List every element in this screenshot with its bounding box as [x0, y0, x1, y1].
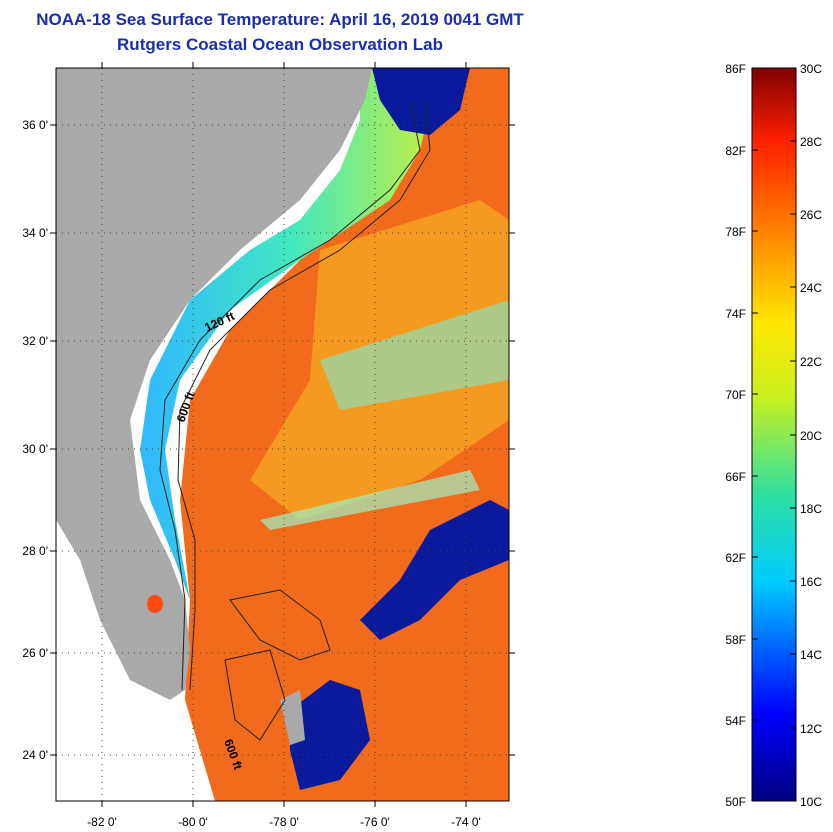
lon-label-82: -82 0'	[87, 815, 117, 829]
cool-streaks	[320, 300, 509, 410]
cb-f-54: 54F	[725, 714, 746, 728]
lat-label-28: 28 0'	[22, 544, 48, 558]
cb-c-12: 12C	[800, 722, 822, 736]
lat-label-36: 36 0'	[22, 118, 48, 132]
colorbar-celsius-labels: 30C 28C 26C 24C 22C 20C 18C 16C 14C 12C …	[800, 62, 822, 809]
frame-ticks	[50, 62, 515, 807]
land-southwest-keys	[56, 520, 130, 700]
cold-water-southeast	[360, 500, 509, 640]
cb-f-66: 66F	[725, 470, 746, 484]
map-title: NOAA-18 Sea Surface Temperature: April 1…	[36, 10, 524, 29]
cb-f-74: 74F	[725, 307, 746, 321]
lat-label-24: 24 0'	[22, 748, 48, 762]
lon-label-80: -80 0'	[178, 815, 208, 829]
cb-c-14: 14C	[800, 648, 822, 662]
colorbar-ticks	[752, 140, 796, 729]
cb-c-22: 22C	[800, 355, 822, 369]
cb-f-78: 78F	[725, 225, 746, 239]
colorbar	[751, 67, 797, 802]
lat-label-32: 32 0'	[22, 334, 48, 348]
cb-c-10: 10C	[800, 795, 822, 809]
land-bahamas	[280, 690, 305, 745]
shelf-water	[140, 68, 440, 600]
cb-c-16: 16C	[800, 575, 822, 589]
cb-c-24: 24C	[800, 281, 822, 295]
lat-label-34: 34 0'	[22, 226, 48, 240]
cb-f-70: 70F	[725, 388, 746, 402]
land-mass	[56, 68, 372, 700]
graticule	[56, 68, 509, 801]
map-subtitle: Rutgers Coastal Ocean Observation Lab	[117, 35, 443, 54]
contour-120ft	[159, 99, 421, 691]
lat-label-26: 26 0'	[22, 646, 48, 660]
contour-600ft	[177, 99, 431, 691]
cb-f-58: 58F	[725, 633, 746, 647]
cb-f-86: 86F	[725, 62, 746, 76]
lon-label-78: -78 0'	[269, 815, 299, 829]
lon-label-74: -74 0'	[451, 815, 481, 829]
cold-water-south	[290, 680, 370, 790]
cb-f-82: 82F	[725, 144, 746, 158]
latitude-labels: 36 0' 34 0' 32 0' 30 0' 28 0' 26 0' 24 0…	[22, 118, 48, 762]
map-frame	[55, 67, 510, 802]
longitude-labels: -82 0' -80 0' -78 0' -76 0' -74 0'	[87, 815, 481, 829]
cb-c-20: 20C	[800, 429, 822, 443]
cb-c-30: 30C	[800, 62, 822, 76]
lon-label-76: -76 0'	[360, 815, 390, 829]
cb-c-28: 28C	[800, 135, 822, 149]
cold-water-north	[372, 68, 470, 135]
cb-f-62: 62F	[725, 551, 746, 565]
cb-f-50: 50F	[725, 795, 746, 809]
cb-c-26: 26C	[800, 208, 822, 222]
cb-c-18: 18C	[800, 502, 822, 516]
lake-okeechobee	[147, 595, 163, 613]
colorbar-fahrenheit-labels: 86F 82F 78F 74F 70F 66F 62F 58F 54F 50F	[725, 62, 746, 809]
lat-label-30: 30 0'	[22, 442, 48, 456]
